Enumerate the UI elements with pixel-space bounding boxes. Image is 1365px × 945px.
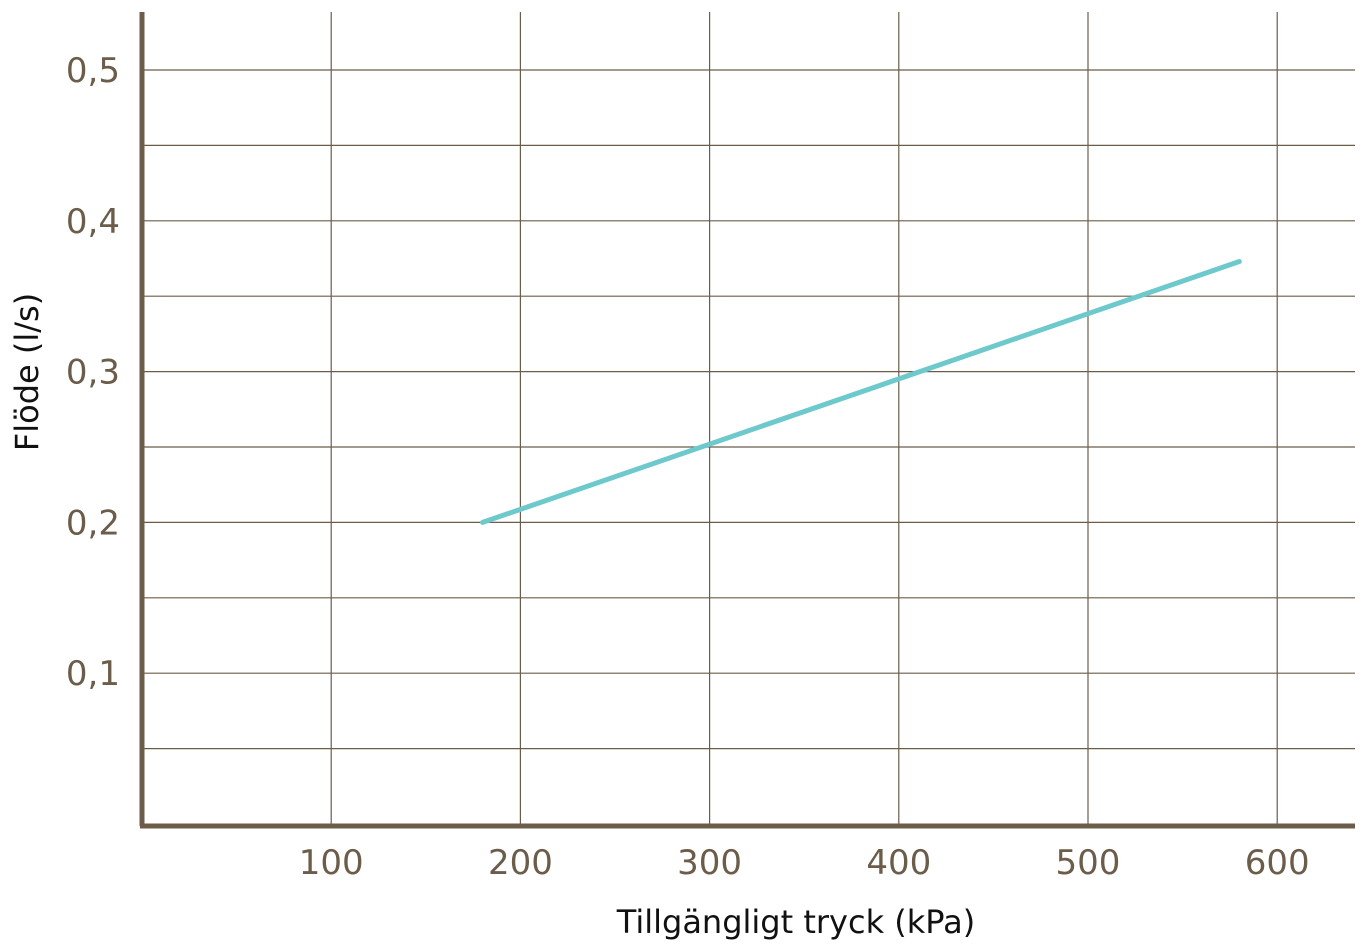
x-tick-label-400: 400 bbox=[866, 843, 931, 883]
series-group bbox=[480, 259, 1242, 525]
x-tick-label-600: 600 bbox=[1245, 843, 1310, 883]
y-tick-label-0-3: 0,3 bbox=[66, 353, 120, 393]
axes bbox=[139, 12, 1355, 829]
x-axis-title: Tillgängligt tryck (kPa) bbox=[616, 903, 975, 941]
x-tick-labels: 100 200 300 400 500 600 bbox=[299, 843, 1310, 883]
y-tick-label-0-2: 0,2 bbox=[66, 503, 120, 543]
grid bbox=[142, 12, 1355, 826]
x-tick-label-300: 300 bbox=[677, 843, 742, 883]
x-tick-label-200: 200 bbox=[488, 843, 553, 883]
y-tick-labels: 0,1 0,2 0,3 0,4 0,5 bbox=[66, 51, 120, 694]
x-tick-label-100: 100 bbox=[299, 843, 364, 883]
series-line-0 bbox=[480, 259, 1242, 525]
y-tick-label-0-5: 0,5 bbox=[66, 51, 120, 91]
y-tick-label-0-1: 0,1 bbox=[66, 654, 120, 694]
y-tick-label-0-4: 0,4 bbox=[66, 202, 120, 242]
y-axis-title: Flöde (l/s) bbox=[8, 293, 46, 451]
x-tick-label-500: 500 bbox=[1056, 843, 1121, 883]
